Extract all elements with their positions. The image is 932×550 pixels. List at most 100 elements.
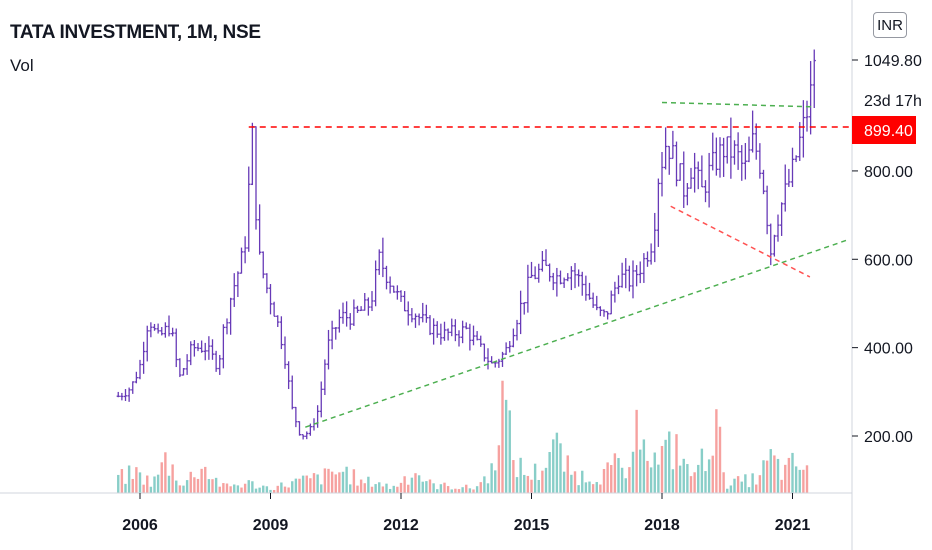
volume-bar <box>327 468 330 493</box>
volume-bar <box>765 460 769 493</box>
volume-bar <box>243 483 247 493</box>
volume-bar <box>693 472 696 493</box>
volume-bar <box>577 485 580 493</box>
trendline[interactable] <box>661 101 815 108</box>
volume-bar <box>167 475 171 493</box>
volume-bar <box>407 484 410 493</box>
volume-bar <box>233 484 236 493</box>
volume-bar <box>236 485 240 493</box>
volume-bar <box>512 460 515 493</box>
volume-bar <box>320 484 323 493</box>
volume-indicator-label[interactable]: Vol <box>10 56 34 75</box>
volume-bar <box>639 449 642 493</box>
volume-bar <box>726 488 729 493</box>
volume-bar <box>591 484 595 493</box>
volume-bar <box>776 458 780 493</box>
volume-bar <box>323 468 327 493</box>
price-labels: 1049.80 23d 17h 899.40 <box>852 53 922 144</box>
volume-bar <box>805 465 809 493</box>
volume-bar <box>374 484 377 493</box>
volume-bar <box>573 471 577 493</box>
volume-bar <box>225 483 229 493</box>
volume-bar <box>668 431 671 493</box>
volume-bar <box>160 462 163 493</box>
volume-bar <box>715 409 718 493</box>
volume-bar <box>606 462 609 493</box>
volume-bar <box>341 471 345 493</box>
volume-bar <box>450 489 453 493</box>
currency-button[interactable]: INR <box>873 12 907 38</box>
volume-bar <box>142 484 145 493</box>
trendline[interactable] <box>670 205 811 278</box>
volume-bar <box>653 452 656 493</box>
volume-bar <box>403 476 406 493</box>
volume-bar <box>762 460 765 493</box>
volume-bar <box>222 483 225 493</box>
volume-bar <box>316 474 319 493</box>
volume-bar <box>392 485 395 493</box>
volume-bar <box>153 476 156 493</box>
time-tick-label: 2021 <box>775 517 811 534</box>
volume-bar <box>229 486 232 493</box>
volume-bar <box>254 488 258 493</box>
volume-bar <box>363 483 366 493</box>
volume-bar <box>729 485 733 493</box>
volume-bar <box>718 426 722 493</box>
volume-bar <box>468 488 472 493</box>
price-scale[interactable]: 800.00 600.00 400.00 200.00 <box>852 164 913 446</box>
volume-bar <box>733 478 736 493</box>
volume-bar <box>352 469 356 493</box>
volume-bar <box>479 482 482 493</box>
volume-bar <box>646 460 649 493</box>
volume-bar <box>200 468 203 493</box>
volume-bar <box>497 445 501 493</box>
volume-bar <box>446 486 450 493</box>
volume-bar <box>581 470 584 493</box>
volume-bar <box>523 474 526 493</box>
volume-bar <box>472 489 475 493</box>
volume-bar <box>751 473 754 493</box>
volume-bar <box>117 474 120 493</box>
volume-bar <box>345 466 348 493</box>
volume-bar <box>526 475 530 493</box>
volume-bar <box>595 482 598 493</box>
volume-bar <box>283 486 287 493</box>
volume-bar <box>370 486 374 493</box>
volume-bar <box>214 477 218 493</box>
volume-bar <box>309 478 312 493</box>
volume-bar <box>211 479 214 493</box>
price-tick-label: 600.00 <box>864 252 913 269</box>
volume-bar <box>635 409 638 493</box>
volume-bar <box>802 469 805 493</box>
volume-bar <box>381 486 385 493</box>
volume-bar <box>425 481 428 493</box>
volume-bar <box>127 465 131 493</box>
volume-bar <box>519 457 522 493</box>
candles <box>116 49 816 440</box>
time-tick-label: 2006 <box>122 517 158 534</box>
volume-bar <box>454 488 457 493</box>
volume-bar <box>773 455 776 493</box>
volume-bar <box>548 452 551 493</box>
volume-bar <box>490 463 493 493</box>
volume-bar <box>584 482 588 493</box>
price-tick-label: 400.00 <box>864 341 913 358</box>
volume-bar <box>794 466 798 493</box>
volume-bar <box>138 472 142 493</box>
volume-bar <box>617 458 620 493</box>
time-scale[interactable]: 2006 2009 2012 2015 2018 2021 <box>122 493 810 534</box>
volume-bar <box>544 467 548 493</box>
volume-bar <box>298 478 301 493</box>
chart-title: TATA INVESTMENT, 1M, NSE <box>10 22 261 43</box>
volume-bar <box>269 489 272 493</box>
trendline[interactable] <box>305 238 850 428</box>
volume-bar <box>736 476 740 493</box>
volume-bar <box>330 471 334 493</box>
volume-bar <box>156 474 160 493</box>
volume-bar <box>707 459 711 493</box>
countdown-label: 23d 17h <box>864 93 922 110</box>
volume-bar <box>740 481 743 493</box>
volume-bar <box>120 469 124 493</box>
volume-bar <box>251 481 254 493</box>
